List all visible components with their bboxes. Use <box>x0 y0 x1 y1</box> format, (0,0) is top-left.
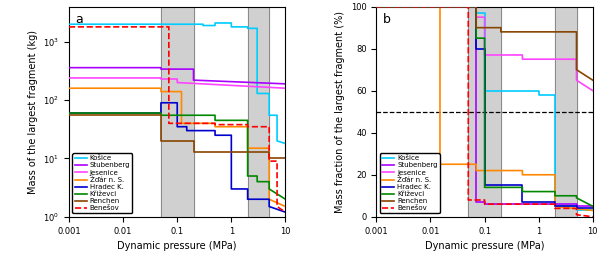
X-axis label: Dynamic pressure (MPa): Dynamic pressure (MPa) <box>425 241 544 251</box>
Legend: Košice, Stubenberg, Jesenice, Žďár n. S., Hradec K., Křiževci, Renchen, Benešov: Košice, Stubenberg, Jesenice, Žďár n. S.… <box>73 153 133 213</box>
Text: a: a <box>76 13 83 26</box>
Bar <box>468 7 501 217</box>
Bar <box>161 7 194 217</box>
X-axis label: Dynamic pressure (MPa): Dynamic pressure (MPa) <box>118 241 237 251</box>
Text: b: b <box>383 13 391 26</box>
Bar <box>248 7 269 217</box>
Legend: Košice, Stubenberg, Jesenice, Žďár n. S., Hradec K., Křiževci, Renchen, Benešov: Košice, Stubenberg, Jesenice, Žďár n. S.… <box>380 153 440 213</box>
Y-axis label: Mass of the largest fragment (kg): Mass of the largest fragment (kg) <box>28 30 38 194</box>
Bar <box>555 7 577 217</box>
Y-axis label: Mass fraction of the largest fragment (%): Mass fraction of the largest fragment (%… <box>335 11 346 213</box>
